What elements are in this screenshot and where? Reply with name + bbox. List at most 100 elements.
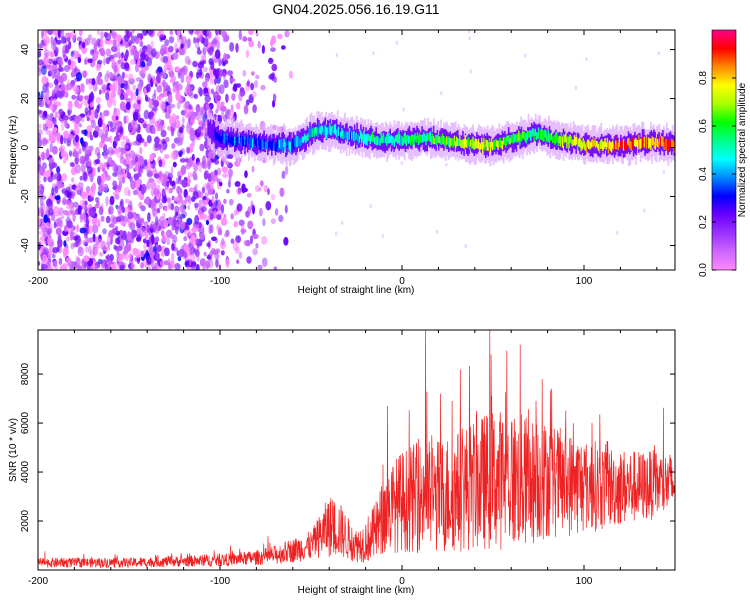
ridge-core — [381, 135, 383, 144]
noise-speck — [215, 108, 219, 114]
noise-speck — [224, 59, 229, 65]
ridge-core — [374, 137, 376, 145]
noise-speck — [110, 31, 117, 36]
noise-speck — [151, 208, 158, 217]
snr-y-axis-label: SNR (10 * v/v) — [8, 418, 19, 482]
ridge-core — [303, 136, 305, 143]
ridge-core — [366, 133, 368, 146]
ridge-core — [393, 138, 395, 147]
ridge-core — [654, 137, 656, 150]
ridge-core — [628, 137, 630, 148]
noise-speck — [70, 242, 75, 250]
snr-y-tick-label: 4000 — [20, 460, 31, 483]
ridge-core — [396, 134, 399, 144]
ridge-core — [315, 127, 317, 134]
ridge-core — [559, 136, 561, 147]
noise-speck — [131, 233, 135, 240]
noise-speck — [216, 214, 222, 220]
ridge-core — [430, 136, 433, 145]
ridge-core — [239, 135, 242, 143]
noise-speck — [54, 104, 58, 110]
noise-speck — [79, 213, 84, 223]
spectrogram-y-ticks: -40 -20 0 20 40 — [20, 44, 675, 253]
noise-speck — [61, 123, 65, 132]
noise-speck — [146, 135, 152, 144]
noise-speck — [86, 165, 93, 175]
noise-speck — [90, 119, 96, 129]
ridge-core — [224, 134, 226, 144]
ridge-core — [650, 138, 652, 151]
noise-speck — [105, 196, 109, 207]
ridge-core — [234, 136, 236, 146]
noise-speck — [144, 158, 148, 167]
noise-speck — [169, 30, 173, 36]
noise-speck — [59, 265, 64, 270]
colorbar-gradient — [711, 29, 737, 271]
ridge-core — [455, 136, 458, 147]
ridge-core — [333, 124, 335, 134]
ridge-core — [245, 139, 247, 148]
noise-speck — [260, 84, 266, 91]
noise-speck — [233, 209, 237, 216]
noise-speck — [657, 51, 661, 56]
ridge-core — [289, 141, 292, 153]
ridge-core — [237, 136, 239, 143]
noise-speck — [194, 202, 199, 209]
ridge-band — [592, 137, 594, 158]
noise-speck — [42, 137, 48, 146]
noise-speck — [52, 247, 59, 254]
ridge-core — [524, 133, 527, 142]
noise-speck — [188, 187, 195, 193]
noise-speck — [105, 215, 111, 224]
noise-speck — [125, 101, 131, 111]
noise-speck — [61, 173, 68, 182]
noise-speck — [85, 186, 91, 192]
noise-speck — [146, 169, 154, 177]
noise-speck — [169, 233, 175, 240]
ridge-core — [256, 138, 258, 148]
noise-speck — [252, 233, 259, 240]
noise-speck — [95, 197, 100, 203]
noise-speck — [136, 257, 141, 262]
noise-speck — [136, 160, 141, 171]
noise-speck — [122, 135, 129, 141]
noise-speck — [144, 142, 147, 148]
noise-speck — [107, 253, 110, 263]
noise-speck — [110, 58, 115, 64]
ridge-core — [549, 133, 552, 141]
noise-speck — [53, 221, 57, 229]
ridge-core — [415, 135, 417, 143]
noise-speck — [143, 109, 150, 120]
ridge-core — [667, 140, 670, 152]
ridge-core — [384, 137, 387, 144]
noise-speck — [245, 49, 250, 58]
ridge-core — [494, 140, 496, 150]
spectrogram-x-ticks: -200 -100 0 100 — [28, 30, 658, 287]
noise-speck — [69, 150, 72, 157]
noise-speck — [38, 99, 45, 108]
ridge-band — [232, 128, 235, 147]
ridge-core — [669, 140, 672, 148]
noise-speck — [189, 111, 196, 121]
noise-speck — [281, 45, 286, 50]
noise-speck — [177, 83, 183, 91]
noise-speck — [94, 264, 98, 270]
noise-speck — [229, 42, 235, 52]
noise-speck — [75, 134, 79, 143]
noise-speck — [63, 130, 69, 139]
ridge-core — [348, 128, 351, 139]
noise-speck — [158, 159, 163, 168]
noise-speck — [63, 240, 67, 247]
ridge-core — [321, 125, 323, 133]
ridge-core — [464, 135, 466, 147]
noise-speck — [372, 51, 375, 56]
noise-speck — [64, 120, 68, 128]
ridge-core — [586, 139, 589, 148]
ridge-core — [248, 135, 250, 145]
noise-speck — [58, 207, 64, 216]
noise-speck — [52, 145, 58, 155]
noise-speck — [132, 111, 139, 121]
noise-speck — [58, 108, 64, 115]
ridge-core — [465, 139, 468, 148]
ridge-band — [207, 119, 209, 136]
